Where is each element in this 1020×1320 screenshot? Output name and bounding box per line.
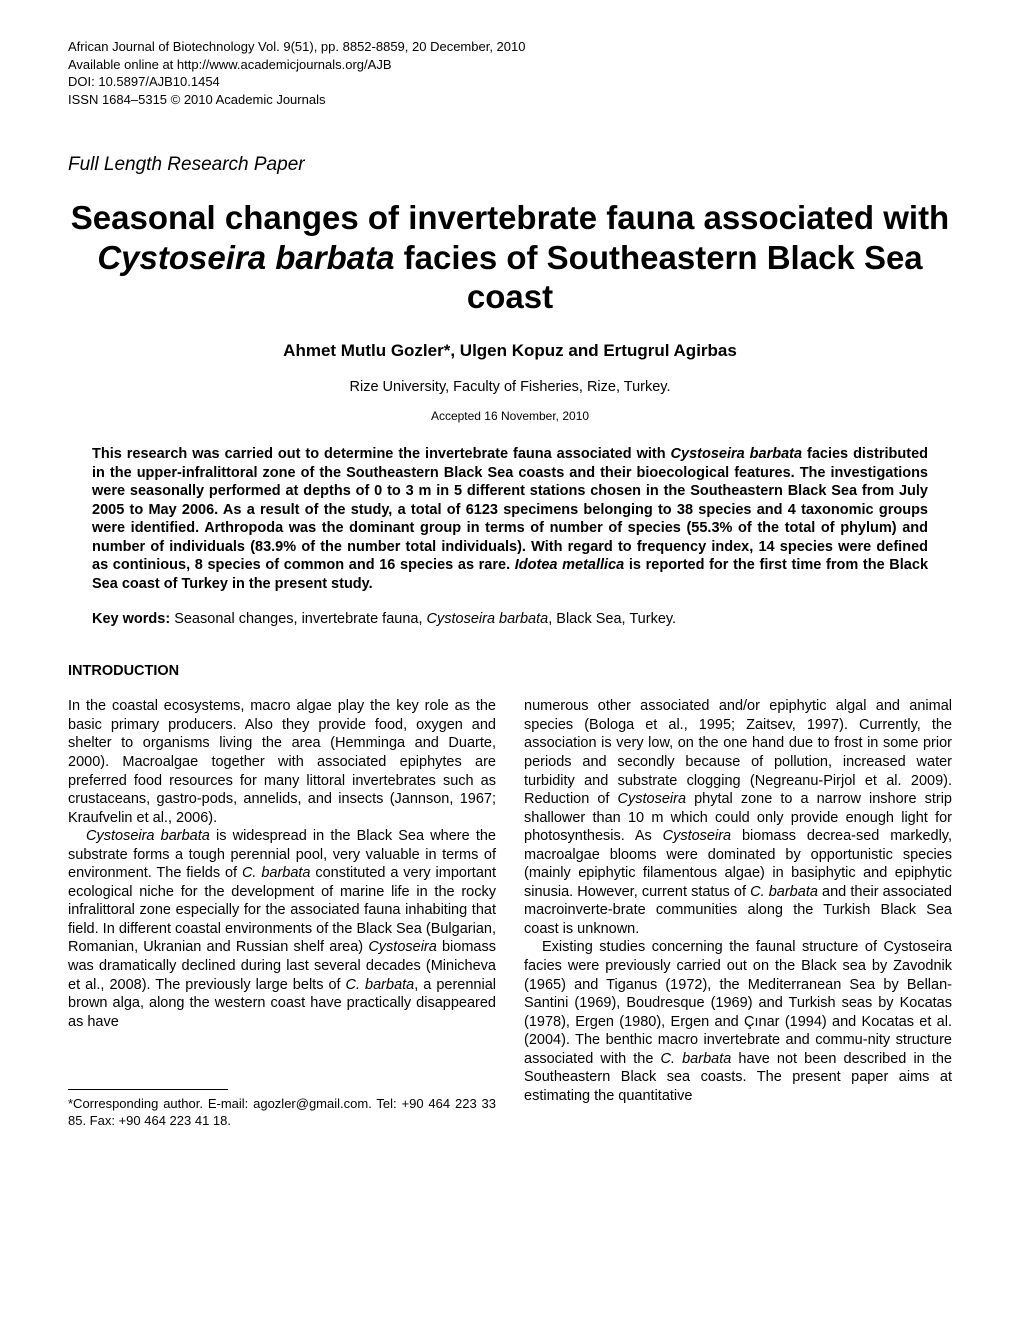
abstract: This research was carried out to determi… — [92, 445, 928, 593]
affiliation: Rize University, Faculty of Fisheries, R… — [68, 379, 952, 395]
right-p2-species1: C. barbata — [661, 1051, 732, 1067]
right-p2-part1: Existing studies concerning the faunal s… — [524, 939, 952, 1066]
corresponding-author-footnote: *Corresponding author. E-mail: agozler@g… — [68, 1096, 496, 1130]
abstract-part2: facies distributed in the upper-infralit… — [92, 446, 928, 573]
abstract-species1: Cystoseira barbata — [671, 446, 803, 462]
keywords: Key words: Seasonal changes, invertebrat… — [92, 611, 928, 627]
journal-line1: African Journal of Biotechnology Vol. 9(… — [68, 38, 952, 56]
title-species: Cystoseira barbata — [97, 239, 394, 276]
journal-info: African Journal of Biotechnology Vol. 9(… — [68, 38, 952, 108]
keywords-species: Cystoseira barbata — [427, 611, 549, 627]
left-p2-species4: C. barbata — [346, 977, 415, 993]
left-p2-species2: C. barbata — [242, 865, 311, 881]
left-p2-species1: Cystoseira barbata — [86, 828, 210, 844]
paper-title: Seasonal changes of invertebrate fauna a… — [68, 198, 952, 317]
title-part2: facies of Southeastern Black Sea coast — [394, 239, 922, 316]
title-part1: Seasonal changes of invertebrate fauna a… — [71, 199, 949, 236]
right-p1-species3: C. barbata — [750, 884, 818, 900]
keywords-label: Key words: — [92, 611, 170, 627]
paper-type: Full Length Research Paper — [68, 154, 952, 176]
right-para2: Existing studies concerning the faunal s… — [524, 938, 952, 1105]
accepted-date: Accepted 16 November, 2010 — [68, 409, 952, 423]
left-para1: In the coastal ecosystems, macro algae p… — [68, 697, 496, 827]
body-columns: In the coastal ecosystems, macro algae p… — [68, 697, 952, 1130]
authors: Ahmet Mutlu Gozler*, Ulgen Kopuz and Ert… — [68, 341, 952, 361]
footnote-divider — [68, 1089, 228, 1090]
journal-line2: Available online at http://www.academicj… — [68, 56, 952, 74]
abstract-part1: This research was carried out to determi… — [92, 446, 671, 462]
right-p1-species1: Cystoseira — [618, 791, 687, 807]
keywords-part1: Seasonal changes, invertebrate fauna, — [170, 611, 426, 627]
keywords-part2: , Black Sea, Turkey. — [548, 611, 676, 627]
left-p2-species3: Cystoseira — [368, 939, 437, 955]
right-column: numerous other associated and/or epiphyt… — [524, 697, 952, 1130]
journal-line4: ISSN 1684–5315 © 2010 Academic Journals — [68, 91, 952, 109]
journal-line3: DOI: 10.5897/AJB10.1454 — [68, 73, 952, 91]
right-para1: numerous other associated and/or epiphyt… — [524, 697, 952, 938]
right-p1-species2: Cystoseira — [663, 828, 732, 844]
introduction-heading: INTRODUCTION — [68, 663, 952, 679]
abstract-species2: Idotea metallica — [515, 557, 624, 573]
left-para2: Cystoseira barbata is widespread in the … — [68, 827, 496, 1031]
left-column: In the coastal ecosystems, macro algae p… — [68, 697, 496, 1130]
